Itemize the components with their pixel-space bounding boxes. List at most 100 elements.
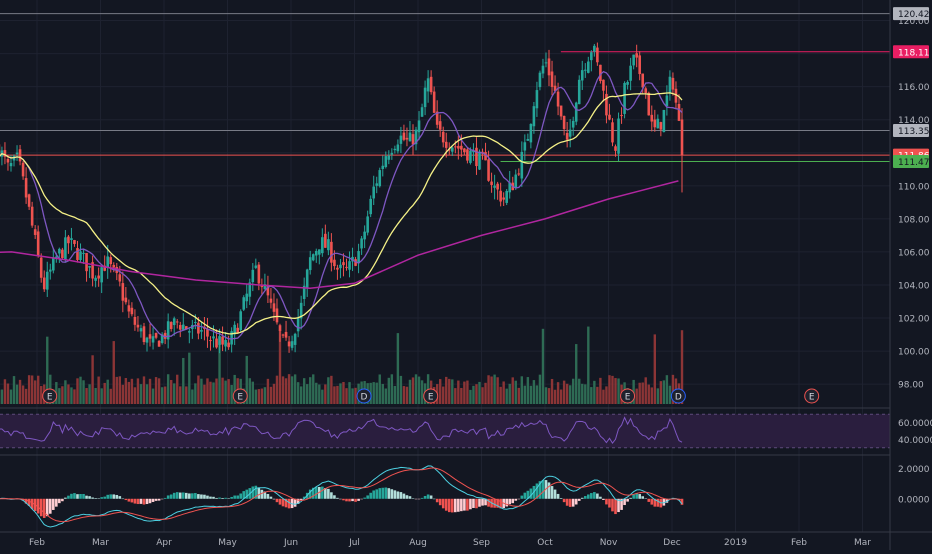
macd-histogram-bar (88, 496, 91, 499)
macd-histogram-bar (593, 492, 596, 499)
candle-body (372, 187, 375, 199)
candle-body (215, 339, 218, 348)
volume-bar (194, 383, 196, 404)
volume-bar (149, 379, 151, 404)
macd-histogram-bar (251, 486, 254, 498)
event-marker[interactable]: D (671, 389, 685, 403)
volume-bar (451, 379, 453, 404)
volume-bar (134, 387, 136, 404)
rsi-band (0, 414, 890, 448)
volume-bar (76, 378, 78, 404)
event-marker[interactable]: E (43, 389, 57, 403)
macd-histogram-bar (421, 498, 424, 499)
macd-histogram-bar (569, 499, 572, 507)
volume-bar (376, 383, 378, 404)
price-label-text: 118.11 (898, 48, 930, 58)
volume-bar (651, 387, 653, 404)
candle-body (258, 265, 261, 284)
macd-histogram-bar (611, 499, 614, 512)
candle-body (569, 130, 572, 137)
volume-bar (10, 390, 12, 404)
macd-histogram-bar (179, 493, 182, 499)
macd-histogram-bar (131, 499, 134, 503)
candle-body (16, 153, 19, 155)
candle-body (200, 330, 203, 332)
macd-histogram-bar (339, 499, 342, 500)
volume-bar (505, 389, 507, 404)
macd-histogram-bar (122, 499, 125, 500)
time-tick-label: Jun (283, 538, 298, 548)
macd-histogram-bar (230, 497, 233, 499)
candle-body (378, 170, 381, 186)
volume-bar (466, 381, 468, 404)
volume-bar (403, 386, 405, 404)
macd-histogram-bar (330, 492, 333, 498)
candle-body (324, 234, 327, 248)
macd-histogram-bar (505, 499, 508, 507)
candle-body (339, 265, 342, 268)
volume-bar (209, 382, 211, 404)
candle-body (336, 268, 339, 270)
event-marker[interactable]: E (621, 389, 635, 403)
candle-body (527, 139, 530, 141)
volume-bar (167, 374, 169, 404)
candle-body (542, 66, 545, 74)
macd-histogram-bar (551, 486, 554, 499)
volume-bar (146, 384, 148, 404)
volume-bar (572, 379, 574, 404)
candle-body (179, 325, 182, 330)
candle-body (64, 237, 67, 260)
volume-bar (388, 378, 390, 404)
volume-bar (1, 390, 3, 404)
macd-histogram-bar (605, 499, 608, 505)
candle-body (282, 335, 285, 336)
macd-histogram-bar (475, 499, 478, 509)
time-tick-label: Mar (854, 538, 871, 548)
volume-bar (351, 388, 353, 404)
macd-histogram-bar (433, 499, 436, 500)
candle-body (25, 178, 28, 197)
volume-bar (34, 380, 36, 404)
volume-bar (527, 377, 529, 404)
volume-bar (321, 390, 323, 404)
macd-histogram-bar (517, 499, 520, 500)
candle-body (366, 216, 369, 232)
event-marker[interactable]: E (424, 389, 438, 403)
volume-bar (418, 377, 420, 404)
volume-bar (669, 386, 671, 404)
volume-bar (596, 387, 598, 404)
candle-body (363, 232, 366, 240)
candle-body (536, 90, 539, 108)
candle-body (641, 74, 644, 88)
volume-bar (391, 374, 393, 404)
macd-histogram-bar (106, 495, 109, 499)
macd-histogram-bar (560, 498, 563, 499)
candle-body (10, 163, 13, 166)
candle-body (318, 249, 321, 254)
volume-bar (273, 384, 275, 404)
volume-bar (107, 380, 109, 404)
candle-body (73, 240, 76, 244)
event-marker[interactable]: E (233, 389, 247, 403)
volume-bar (300, 386, 302, 404)
volume-bar (448, 379, 450, 404)
candle-body (602, 80, 605, 91)
rsi-pane[interactable] (0, 408, 890, 448)
candle-body (521, 152, 524, 179)
candle-body (614, 146, 617, 151)
volume-bar (261, 389, 263, 404)
candle-body (466, 149, 469, 160)
candle-body (19, 149, 22, 161)
macd-histogram-bar (409, 496, 412, 499)
macd-histogram-bar (345, 499, 348, 502)
volume-bar (19, 380, 21, 404)
event-marker[interactable]: E (805, 389, 819, 403)
candle-body (384, 156, 387, 167)
macd-histogram-bar (58, 499, 61, 503)
price-axis[interactable]: 98.00100.00102.00104.00106.00108.00110.0… (890, 0, 932, 550)
macd-histogram-bar (357, 499, 360, 501)
candle-body (82, 253, 85, 254)
event-marker[interactable]: D (357, 389, 371, 403)
